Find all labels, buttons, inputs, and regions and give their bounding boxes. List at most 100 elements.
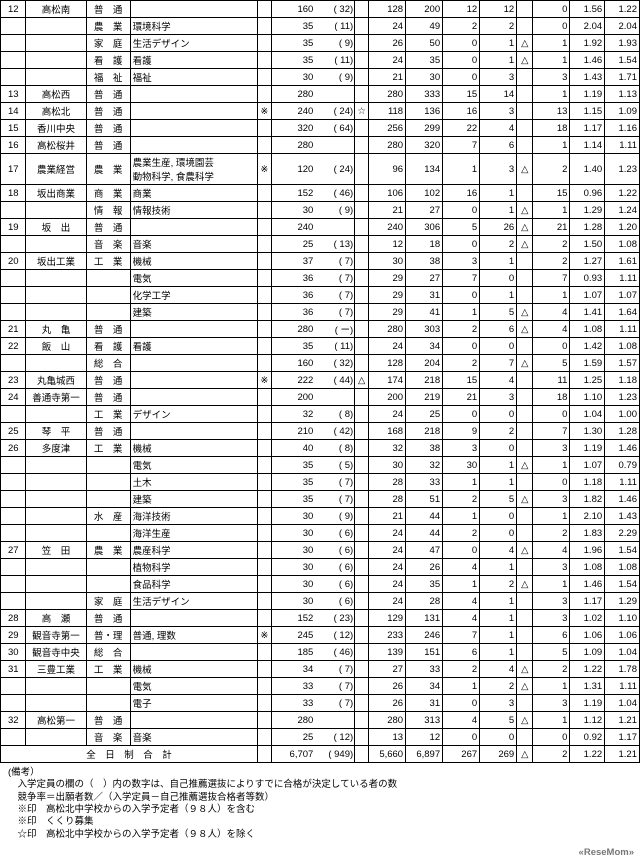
school-name [26,695,86,712]
val4: 3 [480,69,517,86]
val5: 0 [533,406,570,423]
school-name [26,593,86,610]
val3: 2 [443,18,480,35]
capacity-paren: ( 7) [315,253,354,270]
row-number: 13 [1,86,26,103]
capacity: 33 [271,695,315,712]
row-number [1,457,26,474]
department: 普 通 [86,103,130,120]
val4: 0 [480,525,517,542]
course: 電気 [130,270,257,287]
table-row: 17農業経営農 業農業生産, 環境園芸動物科学, 食農科学※120( 24)96… [1,154,640,185]
val1: 280 [369,712,406,729]
course [130,610,257,627]
department: 総 合 [86,355,130,372]
val5: 5 [533,644,570,661]
department: 普 通 [86,120,130,137]
notes-block: (備考） 入学定員の欄の（ ）内の数字は、自己推薦選抜によりすでに合格が決定して… [0,763,640,845]
row-number [1,729,26,746]
school-name [26,270,86,287]
val3: 4 [443,593,480,610]
val2: 306 [406,219,443,236]
course: 電気 [130,457,257,474]
course: 海洋技術 [130,508,257,525]
school-name: 琴 平 [26,423,86,440]
row-number: 17 [1,154,26,185]
triangle [517,423,533,440]
val3: 21 [443,389,480,406]
row-number: 18 [1,185,26,202]
val1: 21 [369,69,406,86]
school-name: 丸 亀 [26,321,86,338]
mark2 [355,304,369,321]
val3: 7 [443,270,480,287]
triangle: △ [517,576,533,593]
val2: 47 [406,542,443,559]
val3: 0 [443,695,480,712]
val1: 27 [369,661,406,678]
row-number [1,474,26,491]
val1: 128 [369,1,406,18]
school-name [26,35,86,52]
mark1 [257,712,271,729]
ratio1: 1.50 [570,236,605,253]
val2: 34 [406,678,443,695]
mark1 [257,219,271,236]
mark2 [355,219,369,236]
capacity: 152 [271,185,315,202]
val2: 51 [406,491,443,508]
school-name: 笠 田 [26,542,86,559]
school-name: 農業経営 [26,154,86,185]
row-number: 22 [1,338,26,355]
capacity: 30 [271,576,315,593]
val3: 12 [443,1,480,18]
ratio1: 1.92 [570,35,605,52]
mark1 [257,525,271,542]
val3: 3 [443,253,480,270]
val4: 7 [480,355,517,372]
ratio2: 1.11 [605,321,640,338]
val4: 5 [480,491,517,508]
capacity: 160 [271,355,315,372]
course [130,423,257,440]
school-name [26,236,86,253]
val2: 18 [406,236,443,253]
total-row: 全 日 制 合 計6,707( 949)5,6606,897267269△21.… [1,746,640,763]
capacity-paren: ( 7) [315,304,354,321]
mark1 [257,678,271,695]
val3: 0 [443,406,480,423]
ratio2: 1.46 [605,491,640,508]
department: 農 業 [86,18,130,35]
capacity-paren [315,712,354,729]
table-row: 総 合160( 32)12820427△51.591.57 [1,355,640,372]
row-number [1,69,26,86]
ratio2: 1.61 [605,253,640,270]
triangle [517,474,533,491]
val1: 28 [369,474,406,491]
row-number [1,678,26,695]
val1: 26 [369,35,406,52]
capacity: 320 [271,120,315,137]
table-row: 27笠 田農 業農産科学30( 6)244704△41.961.54 [1,542,640,559]
mark1 [257,35,271,52]
val4: 6 [480,137,517,154]
table-row: 音 楽音楽25( 12)13120000.921.17 [1,729,640,746]
val5: 18 [533,120,570,137]
row-number: 28 [1,610,26,627]
ratio1: 1.96 [570,542,605,559]
department [86,304,130,321]
val1: 280 [369,321,406,338]
ratio2: 1.23 [605,389,640,406]
val2: 303 [406,321,443,338]
capacity-paren: ( 13) [315,236,354,253]
course: 機械 [130,661,257,678]
val3: 16 [443,103,480,120]
triangle [517,270,533,287]
capacity-paren [315,86,354,103]
val3: 7 [443,627,480,644]
table-row: 29観音寺第一普・理普通, 理数※245( 12)2332467161.061.… [1,627,640,644]
course [130,712,257,729]
row-number: 15 [1,120,26,137]
school-name [26,202,86,219]
val3: 4 [443,610,480,627]
